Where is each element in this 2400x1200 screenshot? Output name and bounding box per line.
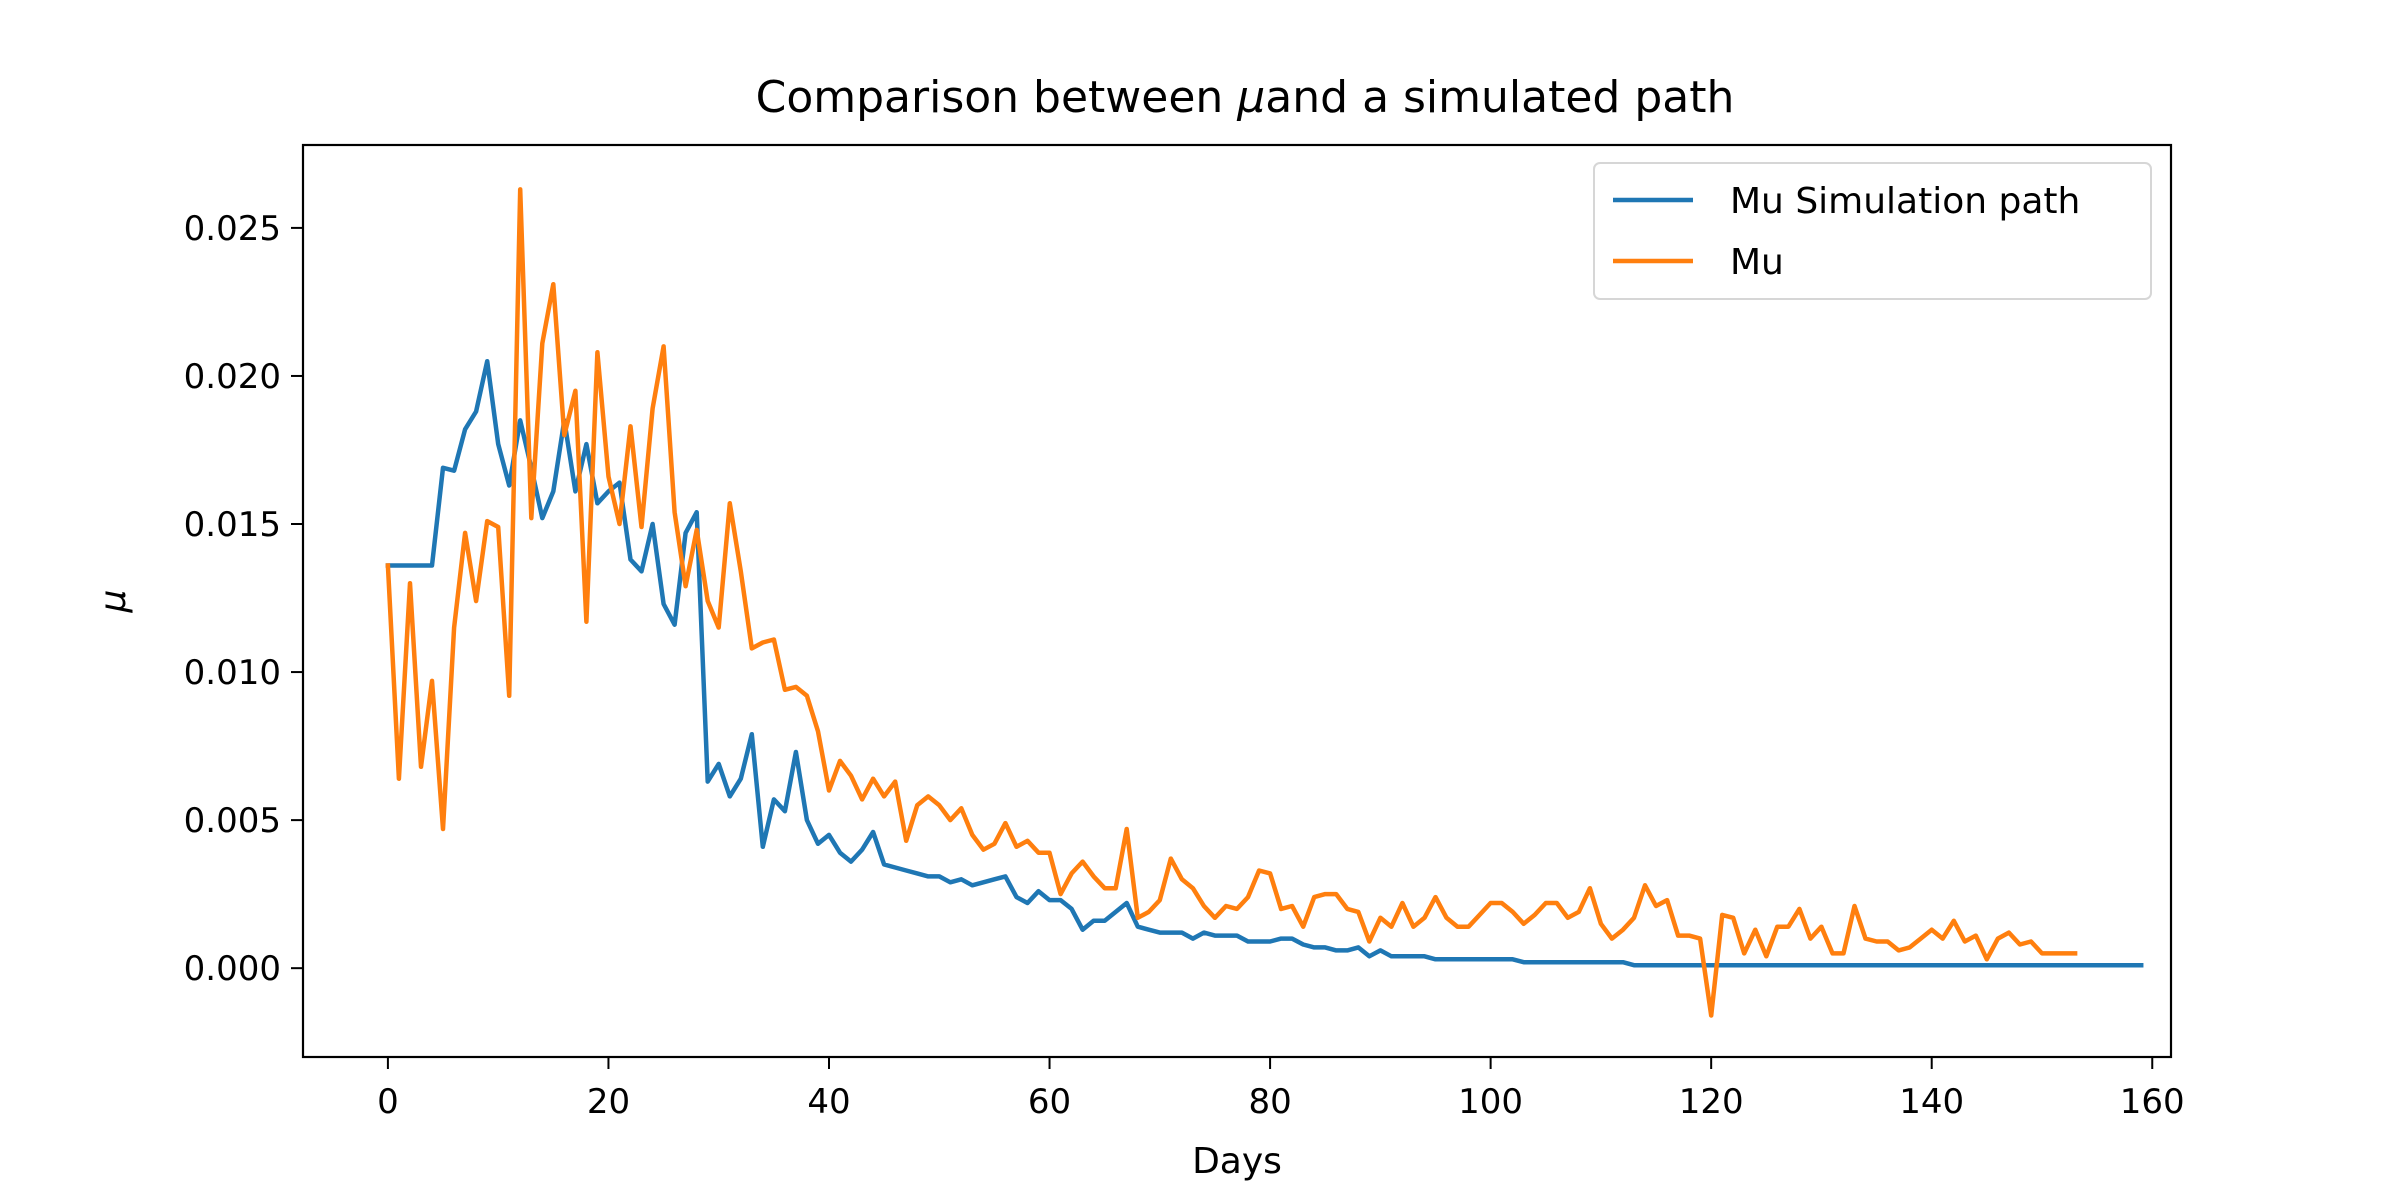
title-prefix: Comparison between: [756, 72, 1238, 123]
legend-label-mu-simulation-path: Mu Simulation path: [1730, 181, 2080, 222]
y-tick-label: 0.025: [184, 209, 281, 249]
series-layer: [385, 187, 2144, 1018]
y-tick-label: 0.000: [184, 949, 281, 989]
x-tick-label: 40: [807, 1082, 850, 1122]
series-line-mu-simulation-path: [385, 358, 2144, 968]
x-tick-label: 0: [377, 1082, 399, 1122]
y-tick-label: 0.010: [184, 653, 281, 693]
y-tick-label: 0.015: [184, 505, 281, 545]
x-tick-label: 140: [1899, 1082, 1964, 1122]
y-tick-label: 0.020: [184, 357, 281, 397]
x-axis-label: Days: [1192, 1141, 1282, 1182]
x-tick-label: 160: [2120, 1082, 2185, 1122]
legend-label-mu: Mu: [1730, 242, 1784, 283]
x-tick-label: 20: [587, 1082, 630, 1122]
x-tick-label: 100: [1458, 1082, 1523, 1122]
y-axis-label: μ: [93, 590, 134, 614]
series-line-mu: [385, 187, 2078, 1018]
x-axis-ticks: 0 20 40 60 80 100 120 140 160: [377, 1057, 2185, 1122]
chart-title: Comparison between μand a simulated path: [756, 72, 1735, 123]
title-suffix: and a simulated path: [1265, 72, 1734, 123]
legend-box: [1593, 162, 2152, 300]
y-axis-ticks: 0.000 0.005 0.010 0.015 0.020 0.025: [184, 209, 303, 989]
y-tick-label: 0.005: [184, 801, 281, 841]
axes-frame: [301, 143, 2173, 1059]
x-tick-label: 80: [1248, 1082, 1291, 1122]
x-tick-label: 60: [1028, 1082, 1071, 1122]
title-mu: μ: [1236, 72, 1265, 123]
x-tick-label: 120: [1679, 1082, 1744, 1122]
legend: Mu Simulation path Mu: [1593, 162, 2152, 300]
